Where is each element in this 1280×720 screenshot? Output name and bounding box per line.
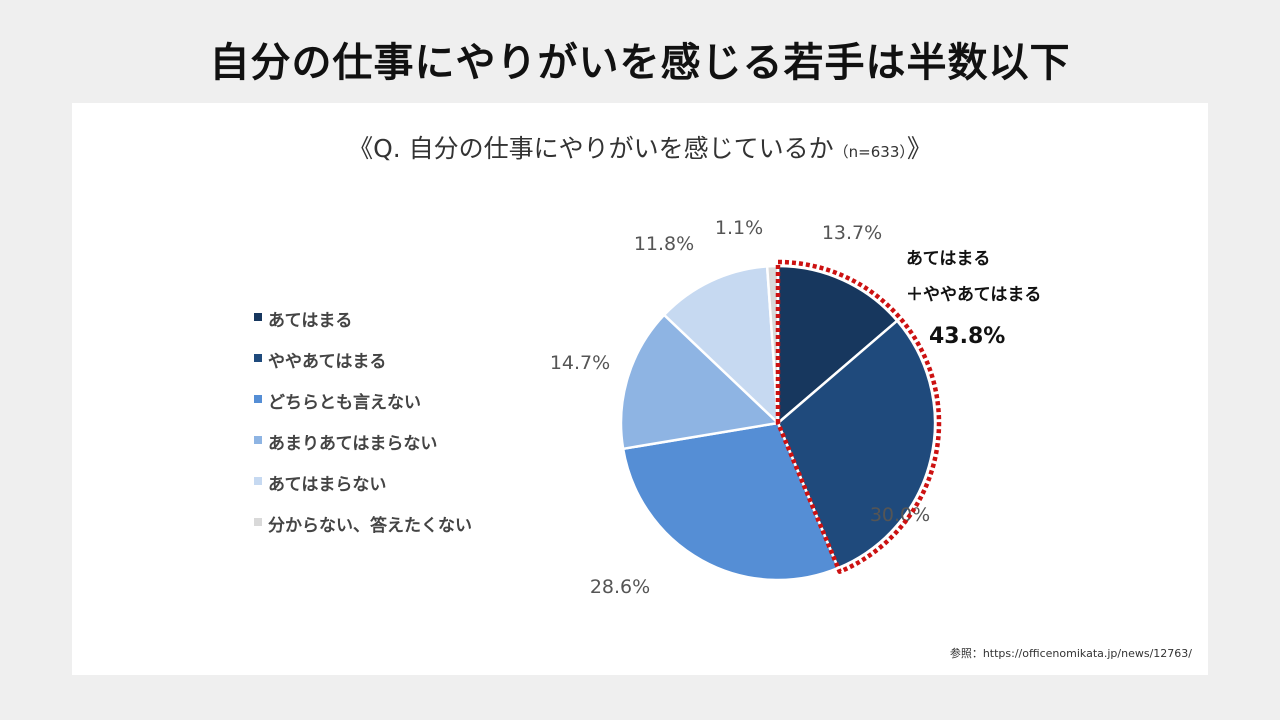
legend-label: あてはまらない <box>268 475 387 495</box>
slice-value-label: 14.7% <box>550 352 610 374</box>
highlight-outline <box>775 259 942 574</box>
chart-panel: 《Q. 自分の仕事にやりがいを感じているか（n=633）》 あてはまるややあては… <box>72 103 1208 675</box>
legend-label: ややあてはまる <box>268 352 387 372</box>
slice-value-label: 13.7% <box>822 222 882 244</box>
legend-label: あてはまる <box>268 311 353 331</box>
highlight-label-line2: ＋ややあてはまる <box>906 285 1041 305</box>
question-text: 《Q. 自分の仕事にやりがいを感じているか（n=633）》 <box>72 129 1208 165</box>
legend-swatch <box>254 436 262 444</box>
slice-value-label: 30.0% <box>870 504 930 526</box>
legend-label: あまりあてはまらない <box>268 434 438 454</box>
pie-slice <box>662 265 780 427</box>
source-note: 参照：https://officenomikata.jp/news/12763/ <box>949 647 1192 660</box>
sample-size: （n=633） <box>833 143 907 161</box>
legend-label: どちらとも言えない <box>268 393 421 413</box>
pie-slice <box>619 313 781 451</box>
question-prefix: 《Q. 自分の仕事にやりがいを感じているか <box>348 134 834 163</box>
slice-value-label: 1.1% <box>715 217 763 239</box>
highlight-value: 43.8% <box>929 324 1005 349</box>
legend-swatch <box>254 518 262 526</box>
pie-slice <box>776 264 899 426</box>
legend-swatch <box>254 313 262 321</box>
question-suffix: 》 <box>906 134 932 163</box>
highlight-label-line1: あてはまる <box>906 249 990 269</box>
pie-slice <box>776 319 937 570</box>
page-title: 自分の仕事にやりがいを感じる若手は半数以下 <box>209 40 1071 86</box>
legend-swatch <box>254 477 262 485</box>
legend-swatch <box>254 354 262 362</box>
slice-value-label: 11.8% <box>634 233 694 255</box>
pie-slice <box>621 421 840 582</box>
legend-swatch <box>254 395 262 403</box>
slice-value-label: 28.6% <box>590 576 650 598</box>
pie-chart: 13.7% 30.0% 28.6% 14.7% 11.8% 1.1% あてはまる ＋ややあては… <box>550 217 1042 598</box>
legend-label: 分からない、答えたくない <box>268 516 472 536</box>
